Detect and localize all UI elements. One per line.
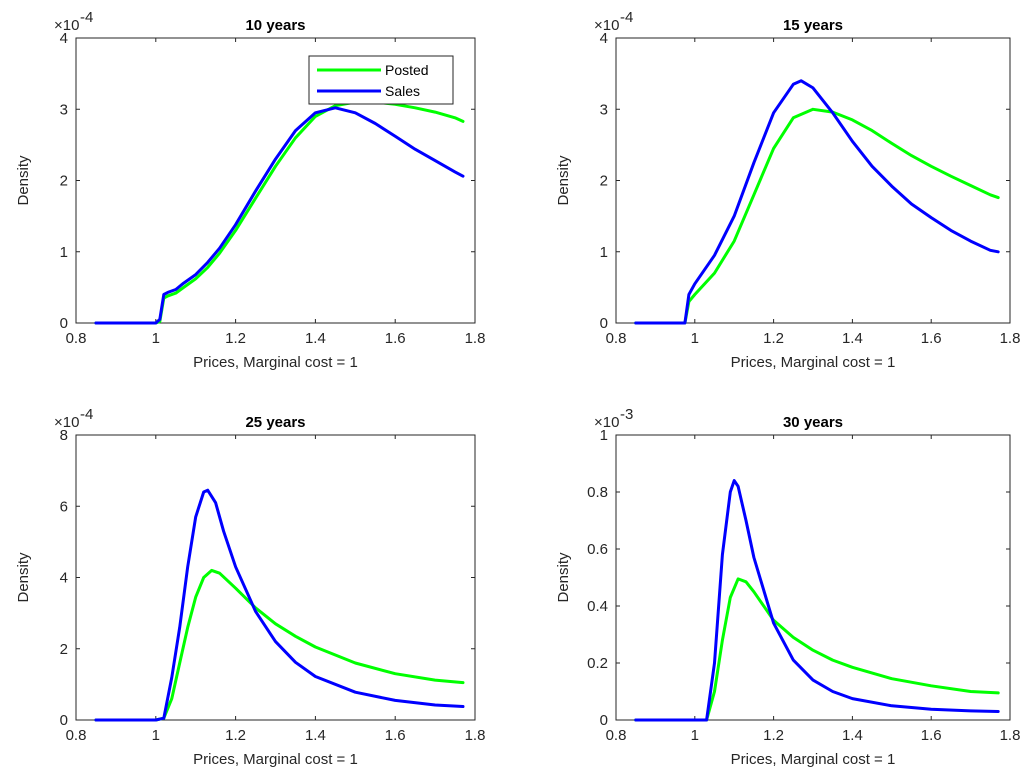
- chart-title: 15 years: [783, 17, 843, 34]
- chart-title: 30 years: [783, 414, 843, 431]
- series-line-sales: [94, 488, 465, 722]
- x-axis-label: Prices, Marginal cost = 1: [193, 354, 358, 371]
- y-exponent-power: -4: [80, 406, 93, 423]
- plot-area: [615, 37, 1011, 324]
- y-tick-label: 1: [600, 244, 608, 261]
- x-axis-label: Prices, Marginal cost = 1: [731, 354, 896, 371]
- y-exponent-power: -4: [620, 9, 633, 26]
- y-exponent-power: -3: [620, 406, 633, 423]
- y-tick-label: 3: [60, 101, 68, 118]
- plot-area: [615, 434, 1011, 721]
- y-exponent-label: ×10: [54, 414, 79, 431]
- legend-box: [308, 55, 454, 105]
- y-tick-label: 2: [600, 173, 608, 190]
- y-tick-label: 4: [600, 30, 608, 47]
- x-tick-label: 1.6: [921, 330, 942, 347]
- x-tick-label: 1: [691, 727, 699, 744]
- y-tick-label: 0.4: [587, 598, 608, 615]
- chart-panel-4: 0.8 1 1.2 1.4 1.6 1.800.20.40.60.81×10 -3 30 ye…: [555, 406, 1020, 768]
- x-tick-label: 0.8: [606, 727, 627, 744]
- series-line-sales: [634, 479, 1000, 722]
- y-tick-label: 3: [600, 101, 608, 118]
- y-tick-label: 0: [60, 712, 68, 729]
- x-tick-label: 1.8: [1000, 330, 1021, 347]
- x-tick-label: 1.6: [385, 330, 406, 347]
- chart-panel-3: 0.8 1 1.2 1.4 1.6 1.8 0 2 4 6 8×10 -4 25 years Prices…: [15, 406, 485, 768]
- y-exponent-label: ×10: [594, 414, 619, 431]
- y-tick-label: 2: [60, 641, 68, 658]
- y-exponent-label: ×10: [594, 17, 619, 34]
- x-tick-label: 1.6: [921, 727, 942, 744]
- x-tick-label: 1.4: [305, 727, 326, 744]
- chart-title: 10 years: [245, 17, 305, 34]
- y-tick-label: 1: [60, 244, 68, 261]
- y-tick-label: 4: [60, 30, 68, 47]
- x-tick-label: 0.8: [66, 330, 87, 347]
- y-tick-label: 0.2: [587, 655, 608, 672]
- y-axis-label: Density: [555, 155, 572, 206]
- x-tick-label: 1.2: [225, 727, 246, 744]
- legend-entry-label: Posted: [385, 62, 429, 78]
- y-tick-label: 0.8: [587, 484, 608, 501]
- x-tick-label: 1.8: [465, 727, 486, 744]
- y-tick-label: 2: [60, 173, 68, 190]
- x-axis-label: Prices, Marginal cost = 1: [193, 751, 358, 768]
- y-tick-label: 8: [60, 427, 68, 444]
- chart-title: 25 years: [245, 414, 305, 431]
- y-exponent-label: ×10: [54, 17, 79, 34]
- x-tick-label: 1: [691, 330, 699, 347]
- x-tick-label: 1: [152, 727, 160, 744]
- x-tick-label: 1.2: [225, 330, 246, 347]
- y-axis-label: Density: [15, 155, 32, 206]
- legend-entry-label: Sales: [385, 83, 420, 99]
- x-tick-label: 0.8: [606, 330, 627, 347]
- x-tick-label: 1.2: [763, 727, 784, 744]
- y-axis-label: Density: [15, 552, 32, 603]
- chart-panel-2: 0.8 1 1.2 1.4 1.6 1.8 0 1 2 3 4×10 -4 15 years Prices…: [555, 9, 1020, 371]
- series-line-sales: [94, 106, 465, 325]
- y-axis-label: Density: [555, 552, 572, 603]
- series-line-sales: [634, 79, 1000, 325]
- x-tick-label: 1.4: [305, 330, 326, 347]
- x-tick-label: 1.2: [763, 330, 784, 347]
- x-tick-label: 1.6: [385, 727, 406, 744]
- y-tick-label: 4: [60, 570, 68, 587]
- x-tick-label: 1.4: [842, 727, 863, 744]
- y-tick-label: 0.6: [587, 541, 608, 558]
- y-tick-label: 6: [60, 498, 68, 515]
- x-axis-label: Prices, Marginal cost = 1: [731, 751, 896, 768]
- x-tick-label: 1.8: [1000, 727, 1021, 744]
- y-tick-label: 0: [60, 315, 68, 332]
- y-exponent-power: -4: [80, 9, 93, 26]
- y-tick-label: 1: [600, 427, 608, 444]
- x-tick-label: 1.4: [842, 330, 863, 347]
- x-tick-label: 1.8: [465, 330, 486, 347]
- x-tick-label: 0.8: [66, 727, 87, 744]
- legend: Posted Sales: [308, 55, 454, 105]
- plot-area: [75, 434, 476, 721]
- chart-panel-1: 0.8 1 1.2 1.4 1.6 1.8 0 1 2 3 4×10 -4 10 years Prices…: [15, 9, 485, 371]
- y-tick-label: 0: [600, 315, 608, 332]
- y-tick-label: 0: [600, 712, 608, 729]
- x-tick-label: 1: [152, 330, 160, 347]
